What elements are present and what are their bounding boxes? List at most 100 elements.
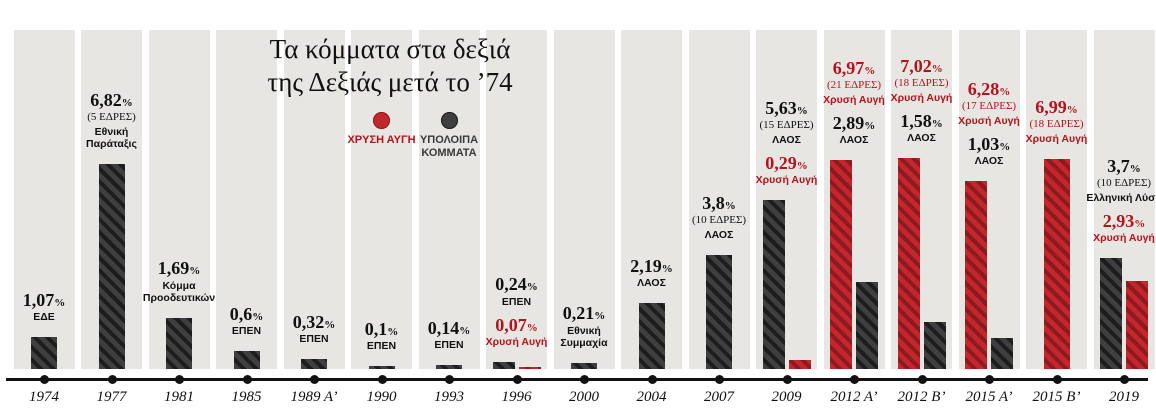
- bar-other-party: [98, 164, 125, 369]
- strip-background: [486, 30, 547, 369]
- seats-label: (15 ΕΔΡΕΣ): [759, 118, 814, 131]
- party-name-label: ΕΠΕΝ: [299, 333, 329, 346]
- bar-labels: 6,99% (18 ΕΔΡΕΣ) Χρυσή Αυγή: [1018, 98, 1095, 153]
- bar-labels: 6,28% (17 ΕΔΡΕΣ) Χρυσή Αυγή 1,03% ΛΑΟΣ: [951, 79, 1028, 175]
- percentage-value: 0,32: [292, 311, 325, 332]
- timeline-dot: [310, 375, 319, 384]
- timeline-dot: [377, 375, 387, 384]
- bar-other-party: [923, 322, 946, 369]
- chart-title-line-1: Τα κόμματα στα δεξιά: [269, 34, 511, 64]
- label-group: 1,58% ΛΑΟΣ: [883, 111, 960, 145]
- percent-sign: %: [189, 264, 201, 277]
- percent-sign: %: [54, 296, 66, 309]
- timeline-axis: [6, 378, 1148, 381]
- label-group: 0,21% Εθνική Συμμαχία: [546, 302, 623, 350]
- timeline-dot: [512, 375, 522, 384]
- timeline-dot: [175, 375, 184, 384]
- percentage-label: 1,03%: [951, 134, 1028, 154]
- year-label: 2019: [1109, 389, 1139, 405]
- bar-golden-dawn: [788, 360, 811, 369]
- party-name-label: ΕΠΕΝ: [501, 295, 532, 308]
- strip-background: [283, 30, 345, 369]
- label-group: 0,6% ΕΠΕΝ: [208, 303, 285, 338]
- column-1993: 0,14% ΕΠΕΝ 1993: [418, 0, 480, 412]
- bar-golden-dawn: [518, 367, 541, 369]
- percentage-label: 3,7%: [1086, 155, 1156, 176]
- bar-labels: 5,63% (15 ΕΔΡΕΣ) ΛΑΟΣ 0,29% Χρυσή Αυγή: [748, 98, 825, 194]
- year-label: 1981: [164, 389, 194, 405]
- percentage-label: 5,63%: [748, 98, 825, 118]
- bar-labels: 0,1% ΕΠΕΝ: [343, 318, 420, 360]
- percentage-label: 0,24%: [478, 275, 555, 294]
- label-group: 2,93% Χρυσή Αυγή: [1086, 211, 1156, 245]
- party-name-label: Χρυσή Αυγή: [958, 114, 1020, 127]
- percentage-label: 7,02%: [883, 56, 960, 76]
- timeline-dot: [445, 375, 454, 384]
- column-1974: 1,07% ΕΔΕ 1974: [13, 0, 75, 412]
- label-group: 0,29% Χρυσή Αυγή: [748, 153, 825, 187]
- column-1985: 0,6% ΕΠΕΝ 1985: [216, 0, 277, 412]
- label-group: 0,1% ΕΠΕΝ: [343, 318, 420, 353]
- column-2004: 2,19% ΛΑΟΣ 2004: [621, 0, 682, 412]
- bar-labels: 7,02% (18 ΕΔΡΕΣ) Χρυσή Αυγή 1,58% ΛΑΟΣ: [883, 56, 960, 152]
- bar-other-party: [991, 338, 1013, 369]
- percentage-label: 0,1%: [343, 318, 420, 339]
- percent-sign: %: [999, 140, 1011, 153]
- label-group: 6,97% (21 ΕΔΡΕΣ) Χρυσή Αυγή: [816, 58, 893, 107]
- percentage-value: 3,7: [1107, 155, 1130, 176]
- bar-labels: 6,97% (21 ΕΔΡΕΣ) Χρυσή Αυγή 2,89% ΛΑΟΣ: [816, 58, 893, 154]
- label-group: 1,69% Κόμμα Προοδευτικών: [141, 258, 218, 305]
- percentage-label: 0,14%: [411, 318, 488, 338]
- legend-item-other-parties: ΥΠΟΛΟΙΠΑ ΚΟΜΜΑΤΑ: [415, 112, 483, 160]
- percent-sign: %: [931, 117, 943, 130]
- percentage-label: 3,8%: [681, 194, 758, 213]
- percentage-label: 0,29%: [748, 153, 825, 173]
- party-name-label: Ελληνική Λύση: [1086, 191, 1156, 204]
- bar-labels: 3,7% (10 ΕΔΡΕΣ) Ελληνική Λύση 2,93% Χρυσή Αυ…: [1086, 155, 1156, 252]
- bar-other-party: [856, 282, 878, 369]
- bar-other-party: [571, 363, 597, 369]
- year-label: 1990: [366, 389, 397, 405]
- party-name-label: Κόμμα Προοδευτικών: [142, 279, 216, 305]
- bar-other-party: [233, 351, 260, 369]
- party-name-label: ΛΑΟΣ: [637, 277, 666, 290]
- bar-other-party: [1100, 258, 1122, 369]
- percentage-value: 0,21: [562, 302, 595, 323]
- bar-golden-dawn: [965, 181, 987, 369]
- percent-sign: %: [324, 318, 336, 331]
- percentage-label: 0,6%: [208, 303, 285, 324]
- label-group: 2,89% ΛΑΟΣ: [816, 113, 893, 147]
- year-label: 1996: [501, 389, 532, 405]
- percentage-label: 2,89%: [816, 113, 893, 133]
- label-group: 2,19% ΛΑΟΣ: [613, 256, 690, 290]
- label-group: 3,8% (10 ΕΔΡΕΣ) ΛΑΟΣ: [681, 194, 758, 242]
- percentage-label: 1,58%: [883, 111, 960, 131]
- label-group: 1,07% ΕΔΕ: [6, 289, 83, 324]
- column-2015-B’: 6,99% (18 ΕΔΡΕΣ) Χρυσή Αυγή 2015 B’: [1026, 0, 1087, 412]
- bar-labels: 0,14% ΕΠΕΝ: [411, 318, 488, 359]
- label-group: 0,32% ΕΠΕΝ: [276, 311, 353, 346]
- percentage-label: 0,21%: [546, 302, 623, 323]
- percentage-value: 0,6: [229, 303, 253, 324]
- bar-labels: 3,8% (10 ΕΔΡΕΣ) ΛΑΟΣ: [681, 194, 758, 249]
- year-label: 1989 A’: [290, 389, 338, 405]
- percentage-label: 2,93%: [1086, 211, 1156, 231]
- year-label: 1977: [96, 389, 127, 405]
- percent-sign: %: [661, 262, 673, 275]
- percentage-value: 0,1: [364, 318, 388, 339]
- label-group: 0,24% ΕΠΕΝ: [478, 275, 555, 308]
- year-label: 1974: [29, 389, 59, 405]
- party-name-label: ΕΠΕΝ: [231, 325, 262, 338]
- column-2012-B’: 7,02% (18 ΕΔΡΕΣ) Χρυσή Αυγή 1,58% ΛΑΟΣ 2012 B…: [891, 0, 952, 412]
- seats-label: (18 ΕΔΡΕΣ): [894, 76, 949, 89]
- bar-golden-dawn: [830, 160, 852, 369]
- other-parties-dot-icon: [440, 112, 458, 129]
- percentage-value: 6,82: [90, 89, 122, 110]
- timeline-dot: [917, 375, 927, 384]
- timeline-dot: [850, 375, 859, 384]
- party-name-label: Χρυσή Αυγή: [890, 91, 953, 104]
- timeline-dot: [985, 375, 994, 384]
- percentage-value: 1,07: [22, 289, 55, 310]
- label-group: 3,7% (10 ΕΔΡΕΣ) Ελληνική Λύση: [1086, 155, 1156, 205]
